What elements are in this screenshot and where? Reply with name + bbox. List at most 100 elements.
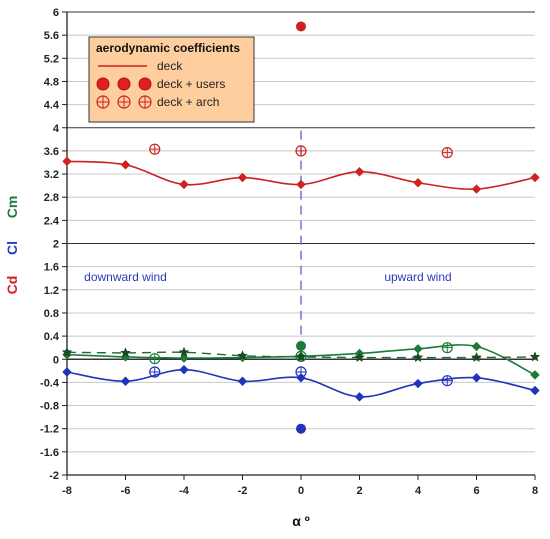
y-tick-label: -1.6 — [40, 447, 59, 459]
data-point — [237, 172, 248, 183]
y-tick-label: -1.2 — [40, 424, 59, 436]
ylabel-cm: Cm — [4, 196, 20, 219]
legend-crossed-circle — [138, 95, 152, 109]
y-tick-label: 2.4 — [44, 215, 60, 227]
data-point — [296, 179, 306, 190]
series-cl-deck-arch — [149, 366, 453, 387]
data-point — [295, 366, 307, 378]
legend-entry: deck — [98, 59, 183, 73]
series-plot — [61, 21, 541, 434]
data-point — [62, 156, 72, 167]
y-tick-label: 0.8 — [44, 308, 59, 320]
legend-entries: deck deck + users deck + arch — [96, 59, 225, 109]
series-cd-deck-arch — [149, 143, 453, 159]
legend-label: deck + arch — [157, 95, 219, 109]
data-point — [178, 346, 190, 357]
data-point — [149, 366, 161, 378]
legend-entry: deck + users — [96, 77, 225, 91]
legend-crossed-circle — [96, 95, 110, 109]
data-point — [413, 344, 423, 354]
legend-filled-circle — [138, 77, 152, 91]
y-tick-label: 2 — [53, 239, 59, 251]
x-axis-ticks: -8 -6 -4 -2 0 2 4 6 8 — [62, 475, 538, 497]
x-axis-title: α º — [292, 513, 310, 529]
data-point — [62, 367, 72, 377]
data-point — [179, 353, 189, 363]
y-tick-label: -0.4 — [40, 377, 60, 389]
y-tick-label: 4 — [53, 123, 60, 135]
data-point — [295, 351, 307, 362]
series-cd-deck — [62, 156, 540, 194]
data-point — [441, 147, 453, 159]
y-tick-label: 6 — [53, 7, 59, 19]
y-tick-label: -0.8 — [40, 401, 59, 413]
data-point — [441, 375, 453, 387]
x-tick-label: 4 — [415, 485, 422, 497]
series-cl-deck-users — [296, 423, 306, 434]
y-tick-label: 2.8 — [44, 192, 59, 204]
data-point — [354, 167, 365, 177]
data-point — [295, 145, 307, 157]
series-cm-dashed — [61, 346, 541, 363]
y-tick-label: -2 — [49, 470, 59, 482]
y-tick-label: 3.6 — [44, 146, 59, 158]
data-point — [237, 350, 248, 361]
legend-filled-circle — [117, 77, 131, 91]
y-tick-label: 5.2 — [44, 53, 59, 65]
x-tick-label: -2 — [238, 485, 248, 497]
data-point — [354, 351, 365, 363]
y-tick-label: 3.2 — [44, 169, 59, 181]
data-point — [354, 392, 365, 402]
data-point — [61, 346, 73, 357]
series-cl-deck — [62, 364, 540, 402]
annotation-downward-wind: downward wind — [84, 270, 167, 284]
data-point — [149, 143, 161, 155]
x-tick-label: 2 — [356, 485, 362, 497]
data-point — [413, 378, 423, 389]
data-point — [237, 376, 248, 386]
ylabel-cl: Cl — [4, 241, 20, 255]
data-point — [471, 351, 482, 363]
data-point — [179, 179, 189, 190]
y-tick-label: 0 — [53, 354, 59, 366]
legend-label: deck + users — [157, 77, 225, 91]
data-point — [296, 21, 306, 32]
legend-title: aerodynamic coefficients — [96, 41, 240, 55]
data-point — [296, 340, 306, 351]
series-line — [66, 351, 536, 359]
data-point — [529, 351, 541, 362]
y-tick-label: 4.4 — [44, 100, 60, 112]
legend-crossed-circle — [117, 95, 131, 109]
data-point — [471, 341, 482, 352]
y-axis-titles: Cd Cl Cm — [4, 196, 20, 295]
data-point — [120, 347, 131, 358]
data-point — [296, 423, 306, 434]
data-point — [530, 370, 540, 380]
legend-box — [88, 36, 255, 123]
x-tick-label: -6 — [121, 485, 131, 497]
data-point — [413, 178, 423, 188]
x-tick-label: 8 — [532, 485, 538, 497]
data-point — [412, 351, 424, 363]
y-tick-label: 4.8 — [44, 76, 59, 88]
data-point — [149, 353, 161, 365]
data-point — [179, 364, 189, 375]
data-point — [120, 376, 131, 386]
legend-entry: deck + arch — [96, 95, 219, 109]
series-cm-deck-users — [296, 340, 306, 351]
y-tick-label: 5.6 — [44, 30, 59, 42]
data-point — [441, 342, 453, 354]
x-tick-label: 0 — [298, 485, 304, 497]
x-tick-label: -4 — [179, 485, 190, 497]
data-point — [120, 160, 131, 170]
legend: aerodynamic coefficients deck deck + user… — [88, 36, 255, 123]
annotation-upward-wind: upward wind — [384, 270, 451, 284]
data-point — [471, 184, 482, 194]
data-point — [471, 373, 482, 383]
ylabel-cd: Cd — [4, 276, 20, 295]
legend-label: deck — [157, 59, 183, 73]
legend-filled-circle — [96, 77, 110, 91]
series-cd-deck-users — [296, 21, 306, 32]
x-tick-label: 6 — [473, 485, 479, 497]
